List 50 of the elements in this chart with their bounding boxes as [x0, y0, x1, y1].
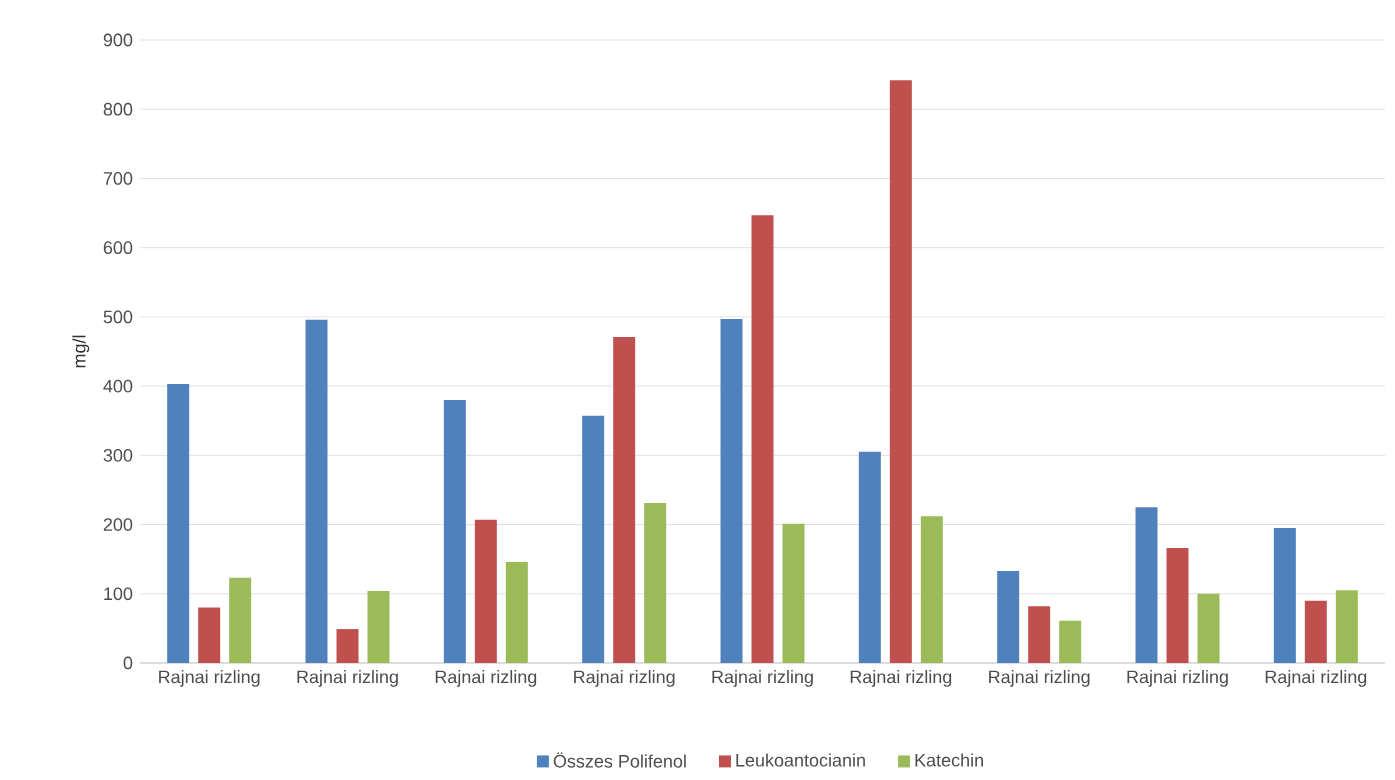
bar: [1166, 548, 1189, 663]
bar: [920, 516, 943, 663]
x-tick-label: Rajnai rizling: [712, 670, 813, 687]
bar: [167, 384, 190, 663]
bar: [1135, 507, 1158, 663]
y-tick-label: 300: [103, 448, 133, 462]
x-tick-label: Rajnai rizling: [1265, 670, 1367, 687]
y-tick-label: 600: [103, 241, 133, 255]
y-tick-label: 100: [104, 587, 133, 601]
bar: [582, 415, 605, 663]
y-tick-label: 500: [103, 310, 133, 324]
y-tick-label: 0: [123, 656, 133, 670]
bar: [336, 629, 359, 663]
x-tick-label: Rajnai rizling: [1127, 670, 1228, 687]
x-tick-label: Rajnai rizling: [159, 670, 260, 687]
bar: [198, 607, 221, 663]
bar: [474, 519, 497, 663]
bar: [305, 319, 328, 663]
bar: [505, 561, 528, 663]
bar: [1197, 593, 1220, 663]
bar: [613, 336, 636, 663]
y-tick-label: 200: [103, 518, 133, 531]
bar: [1335, 590, 1358, 663]
x-tick-label: Rajnai rizling: [574, 670, 675, 687]
bar: [1059, 620, 1082, 663]
y-tick-label: 700: [103, 172, 133, 185]
x-tick-label: Rajnai rizling: [297, 670, 398, 687]
bar: [720, 318, 743, 663]
y-tick-label: 400: [103, 379, 133, 393]
y-tick-label: 800: [103, 102, 133, 116]
bar: [229, 577, 252, 663]
bar: [367, 591, 390, 663]
legend-label: Katechin: [915, 753, 983, 767]
bar: [858, 451, 881, 663]
bar: [997, 570, 1020, 663]
y-axis-title: mg/l: [72, 335, 90, 368]
bar: [443, 399, 466, 663]
y-tick-label: 900: [103, 33, 133, 47]
bar: [889, 80, 912, 663]
legend-label: Összes Polifenol: [553, 752, 686, 768]
x-tick-label: Rajnai rizling: [989, 670, 1090, 687]
bar: [1028, 606, 1051, 663]
x-tick-label: Rajnai rizling: [435, 670, 537, 687]
bar: [644, 503, 667, 663]
bar: [751, 215, 774, 663]
x-tick-label: Rajnai rizling: [850, 670, 952, 687]
legend-label: Leukoantocianin: [736, 753, 865, 767]
bar: [782, 523, 805, 663]
bar: [1304, 600, 1327, 663]
bar: [1273, 528, 1296, 663]
